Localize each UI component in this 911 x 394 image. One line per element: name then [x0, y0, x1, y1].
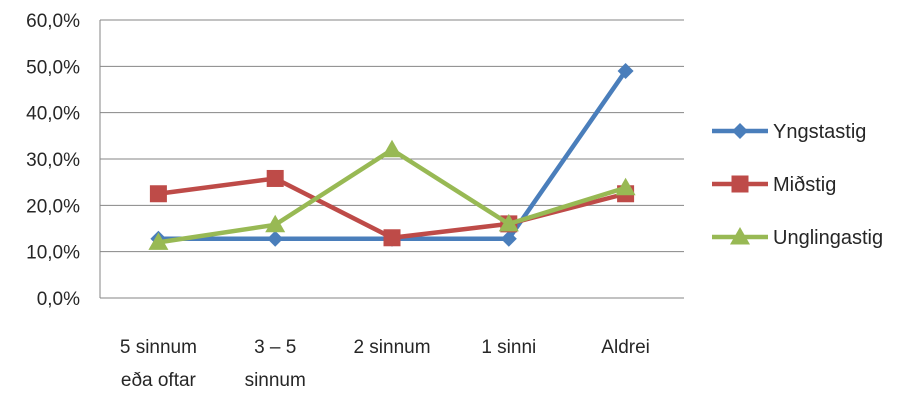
data-point [266, 169, 284, 187]
x-tick-label: 2 sinnum [353, 337, 430, 358]
legend-label: Yngstastig [773, 121, 866, 143]
legend-item: Yngstastig [712, 121, 866, 143]
legend-marker [732, 123, 748, 139]
data-point [615, 177, 636, 196]
series-line [158, 147, 627, 245]
y-axis: 0,0% 10,0% 20,0% 30,0% 40,0% 50,0% 60,0% [26, 11, 101, 310]
series-layer [148, 62, 636, 250]
legend-label: Miðstig [773, 174, 836, 196]
x-tick-label: 3 – 5 sinnum [245, 337, 306, 391]
gridlines [100, 19, 684, 299]
y-tick-label: 60,0% [26, 11, 80, 32]
y-tick-label: 40,0% [26, 104, 80, 125]
data-point [500, 230, 517, 247]
legend-marker [731, 175, 749, 193]
data-point [383, 229, 401, 247]
y-tick-label: 0,0% [37, 289, 80, 310]
legend-marker [730, 227, 750, 245]
data-point [267, 230, 284, 247]
data-point [382, 139, 402, 158]
y-tick-label: 20,0% [26, 196, 80, 217]
x-tick-label: 1 sinni [481, 337, 536, 358]
y-tick-label: 50,0% [26, 57, 80, 78]
legend-item: Unglingastig [712, 227, 883, 249]
data-point [148, 232, 169, 250]
x-tick-label: Aldrei [601, 337, 650, 358]
data-point [265, 214, 286, 233]
series-2 [148, 139, 636, 250]
legend-label: Unglingastig [773, 227, 883, 249]
legend: Yngstastig Miðstig Unglingastig [712, 121, 883, 249]
x-tick-label: 5 sinnum eða oftar [120, 337, 197, 391]
y-tick-label: 30,0% [26, 150, 80, 171]
y-tick-label: 10,0% [26, 243, 80, 264]
legend-item: Miðstig [712, 174, 836, 196]
data-point [149, 185, 167, 203]
x-axis: 5 sinnum eða oftar 3 – 5 sinnum 2 sinnum 1 si… [100, 297, 684, 391]
data-point [617, 62, 634, 79]
data-point [498, 213, 519, 232]
